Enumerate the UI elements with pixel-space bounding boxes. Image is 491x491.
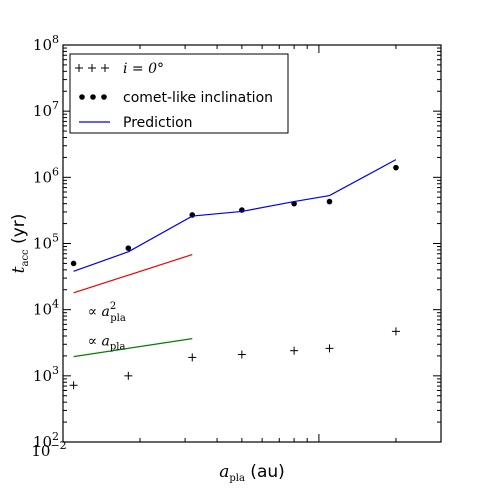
data-point-inclined (125, 245, 132, 251)
reference-line-label: ∝ apla (88, 334, 126, 353)
legend-dot (79, 94, 85, 100)
x-axis-label: apla (au) (219, 462, 285, 484)
x-tick-label-exp: −2 (50, 439, 66, 452)
y-tick-label-exp: 3 (52, 364, 59, 377)
y-tick-label-base: 10 (33, 168, 52, 186)
y-tick-label-exp: 2 (52, 430, 59, 443)
label-main: a (219, 462, 229, 482)
reference-line (73, 254, 193, 294)
x-tick-label: 10−2 (31, 439, 66, 460)
series-group (69, 159, 400, 390)
label-main: a (102, 334, 110, 350)
label-sub: acc (20, 249, 31, 267)
data-point-inclined (326, 198, 333, 205)
legend-label: Prediction (123, 115, 193, 131)
y-tick-label-base: 10 (33, 235, 52, 253)
legend-label: i = 0° (123, 61, 164, 77)
y-axis-label: tacc (yr) (9, 214, 31, 274)
y-tick-label: 105 (33, 232, 59, 253)
y-tick-label-exp: 5 (52, 232, 59, 245)
y-tick-label-base: 10 (33, 433, 52, 451)
y-tick-label: 106 (33, 165, 59, 186)
reference-line (73, 338, 193, 358)
y-tick-label-exp: 7 (52, 99, 59, 112)
legend-dot (90, 94, 96, 100)
y-tick-label-exp: 8 (52, 33, 59, 46)
label-main: t (9, 266, 29, 273)
y-tick-label-exp: 6 (52, 165, 59, 178)
legend-label: comet-like inclination (123, 90, 273, 106)
label-unit: (au) (245, 462, 285, 482)
y-tick-label: 108 (33, 33, 59, 54)
y-tick-label-base: 10 (33, 36, 52, 54)
legend-dot (101, 94, 107, 100)
prediction-line (73, 159, 397, 272)
y-tick-label: 107 (33, 99, 59, 120)
label-sub: pla (110, 342, 126, 353)
y-tick-label-exp: 4 (52, 298, 59, 311)
y-tick-label-base: 10 (33, 102, 52, 120)
proportional-symbol: ∝ (88, 334, 102, 350)
label-sub: pla (110, 313, 126, 324)
legend-box (69, 53, 289, 134)
reference-line-label: ∝ a2 pla (88, 301, 126, 324)
data-point-inclined (70, 260, 77, 267)
tick-group (62, 44, 442, 443)
y-tick-label: 104 (33, 298, 59, 319)
label-unit: (yr) (9, 214, 29, 250)
legend: i = 0° comet-like inclination Prediction (69, 53, 289, 134)
reference-lines: ∝ a2 pla∝ apla (73, 254, 193, 358)
label-sub: pla (229, 473, 245, 484)
proportional-symbol: ∝ (88, 304, 102, 320)
label-sup: 2 (110, 301, 116, 312)
y-tick-label: 103 (33, 364, 59, 385)
y-tick-label-base: 10 (33, 367, 52, 385)
x-tick-label-base: 10 (31, 442, 50, 460)
y-tick-label-base: 10 (33, 301, 52, 319)
label-main: a (102, 304, 110, 320)
y-tick-label: 102 (33, 430, 59, 451)
data-point-inclined (393, 164, 399, 171)
